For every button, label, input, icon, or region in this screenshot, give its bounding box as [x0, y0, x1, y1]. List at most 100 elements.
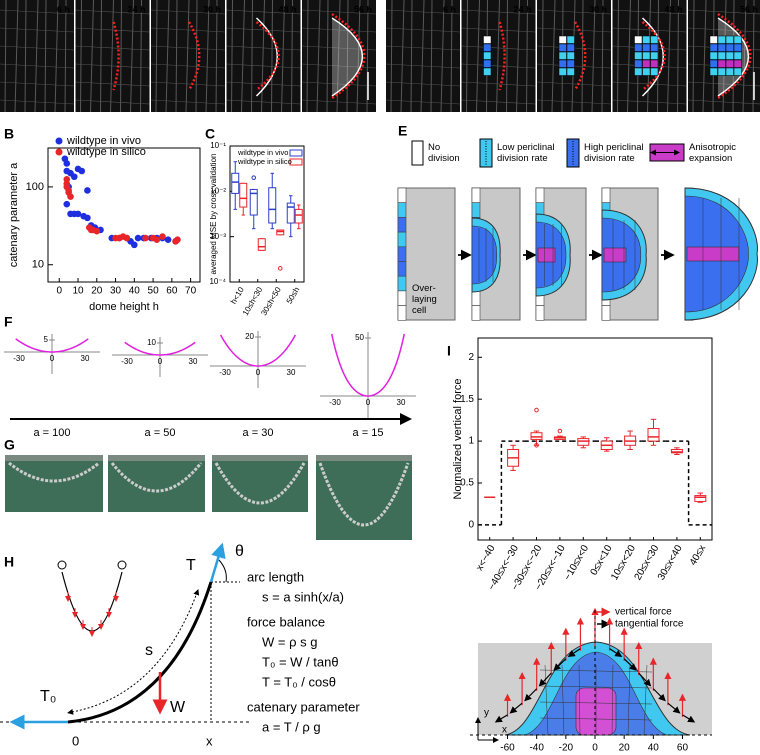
time-label: 30 h	[589, 4, 607, 14]
legend-label: wildtype in vivo	[66, 135, 141, 147]
symbol: T	[186, 557, 196, 574]
cell-wall	[752, 0, 755, 113]
cell-wall	[461, 63, 536, 69]
cell-mark	[709, 51, 718, 60]
legend-text: No division	[428, 142, 460, 164]
photo	[5, 455, 103, 512]
chain	[110, 462, 203, 493]
cell-wall	[627, 664, 631, 736]
dome-core	[471, 225, 497, 285]
panel-letter: G	[4, 437, 15, 453]
tangential-force	[638, 672, 652, 687]
parameter-label: a = 100	[33, 427, 70, 439]
cell-wall	[643, 664, 648, 736]
cell-wall	[316, 0, 321, 113]
cell-wall	[687, 81, 760, 87]
cell-mark	[733, 59, 742, 68]
cell-wall	[226, 27, 301, 33]
plot-frame	[47, 147, 201, 283]
cell-wall	[496, 0, 500, 113]
cell-wall	[215, 0, 218, 113]
equation-heading: catenary parameter	[247, 699, 360, 714]
cell-wall	[110, 0, 114, 113]
legend-text: High periclinal division rate	[584, 142, 644, 164]
cell	[471, 202, 481, 218]
scatter-point	[134, 234, 142, 242]
cell-mark	[725, 43, 734, 52]
cell-wall	[155, 0, 158, 113]
y-tick-label: 5	[44, 335, 49, 344]
cell-wall	[130, 0, 134, 113]
catenary-curve	[219, 334, 297, 367]
cell-mark	[558, 59, 567, 68]
cell-mark	[733, 67, 742, 76]
cell-wall	[578, 664, 581, 736]
cell-wall	[165, 0, 170, 113]
scatter-point	[70, 173, 78, 181]
box	[276, 229, 285, 236]
cell-wall	[75, 9, 150, 15]
equation-heading: force balance	[247, 614, 325, 629]
dome-outline	[331, 17, 364, 97]
cell-wall	[185, 0, 190, 113]
cell-mark	[634, 67, 643, 76]
cell-wall	[226, 9, 301, 15]
cell-mark	[717, 35, 726, 44]
cell-wall	[150, 99, 226, 105]
cell-wall	[24, 0, 27, 113]
cell-wall	[702, 0, 707, 113]
cell-wall	[591, 0, 596, 113]
cell-wall	[150, 9, 226, 15]
cell-mark	[725, 35, 734, 44]
parameter-label: a = 15	[353, 427, 384, 439]
x-tick-label: 0	[592, 743, 598, 754]
panel-letter: B	[4, 126, 14, 142]
y-tick-label: 2	[468, 352, 474, 363]
cell-mark	[642, 35, 651, 44]
outlier	[251, 175, 257, 180]
cell-wall	[226, 45, 301, 51]
time-label: 30 h	[203, 4, 221, 14]
cell-wall	[301, 81, 377, 87]
tangential-force	[494, 714, 508, 723]
y-tick-label: 10⁻⁴	[209, 277, 226, 286]
expanding-cells	[603, 247, 627, 263]
photo-bar	[316, 455, 412, 461]
cell-mark	[566, 59, 575, 68]
cell-wall	[536, 27, 612, 33]
cell-wall	[667, 0, 671, 113]
dome-trace	[641, 21, 666, 91]
x-tick-label: 20	[91, 286, 103, 297]
y-tick-label: 0.5	[460, 478, 474, 489]
parameter-label: a = 50	[145, 427, 176, 439]
cell-wall	[120, 0, 122, 113]
cell-mark	[650, 43, 659, 52]
cell	[397, 246, 407, 262]
x-tick-label: 0	[56, 286, 62, 297]
cell-wall	[261, 0, 265, 113]
cell-mark	[642, 51, 651, 60]
cell-wall	[251, 0, 253, 113]
tangential-force	[553, 658, 567, 671]
photo-bar	[212, 455, 308, 461]
cell-wall	[301, 27, 377, 33]
cell-mark	[733, 35, 742, 44]
x-tick-label: 30	[189, 357, 198, 366]
scatter-point	[93, 227, 101, 235]
x-tick-label: -60	[500, 743, 515, 754]
cell-wall	[627, 0, 631, 113]
cell-wall	[410, 0, 413, 113]
time-label: 56 h	[354, 4, 372, 14]
cell-wall	[140, 0, 142, 113]
symbol: s	[145, 642, 153, 659]
cell-mark	[483, 43, 492, 52]
cell-wall	[687, 9, 760, 15]
dome-trace	[187, 21, 201, 91]
cell-wall	[461, 45, 536, 51]
box	[694, 495, 707, 502]
cell-wall	[326, 0, 329, 113]
cell-wall	[241, 0, 245, 113]
cell-wall	[100, 0, 102, 113]
cell-mark	[558, 35, 567, 44]
cell-wall	[612, 99, 687, 105]
